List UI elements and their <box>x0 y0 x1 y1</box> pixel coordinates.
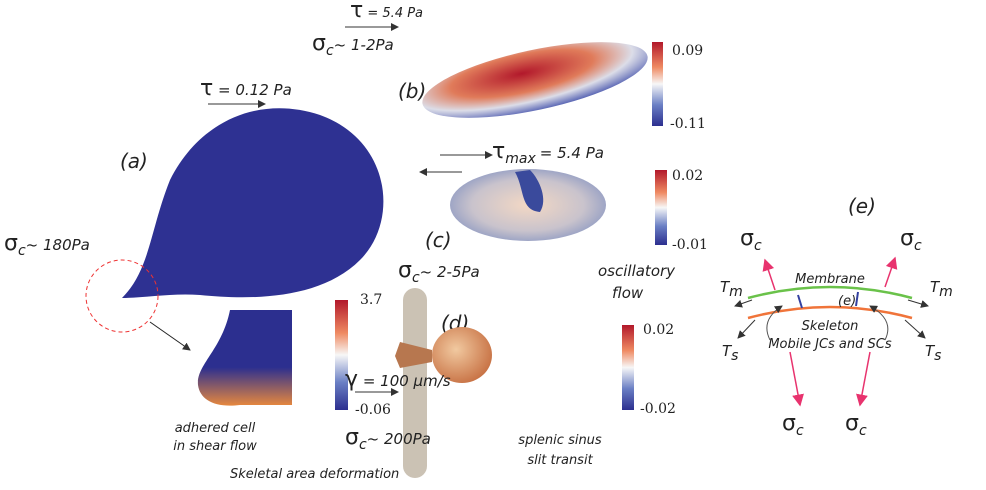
force-label: σc <box>782 411 804 439</box>
force-label: Ts <box>722 342 738 364</box>
caption: slit transit <box>527 453 593 468</box>
footer: Skeletal area deformation <box>230 467 399 482</box>
force-arrow <box>790 352 800 405</box>
stress-label: τ = 0.12 Pa <box>200 76 292 101</box>
junction <box>856 292 858 306</box>
force-arrow <box>908 300 928 306</box>
caption: adhered cell <box>175 421 256 436</box>
force-label: σc <box>740 226 762 254</box>
colorbar-max: 0.02 <box>672 168 703 184</box>
panel-label: (c) <box>425 228 452 252</box>
caption: splenic sinus <box>518 433 602 448</box>
caption: flow <box>612 284 644 302</box>
panel-label: (e) <box>848 194 876 218</box>
caption: oscillatory <box>598 262 676 280</box>
colorbar <box>655 170 667 245</box>
colorbar <box>652 42 663 126</box>
force-label: Tm <box>930 278 953 300</box>
colorbar-min: -0.06 <box>355 402 391 418</box>
zoom-arrow <box>150 322 190 350</box>
force-label: σc <box>900 226 922 254</box>
stress-label: γ = 100 μm/s <box>345 367 451 392</box>
membrane-line <box>748 287 912 298</box>
inner-label: (e) <box>838 294 856 309</box>
panel-label: (a) <box>120 149 148 173</box>
sigma-label: σc~ 1-2Pa <box>312 31 394 59</box>
figure: τ = 0.12 Pa (a) σc~ 180Pa 3.7 -0.06 adhe… <box>0 0 986 490</box>
skeleton-line <box>748 307 912 318</box>
force-arrow <box>905 320 925 338</box>
force-label: Tm <box>720 278 743 300</box>
sigma-label: σc~ 2-5Pa <box>398 258 480 286</box>
force-arrow <box>735 300 752 306</box>
force-arrow <box>885 258 895 287</box>
cell-b <box>416 27 653 134</box>
membrane-label: Membrane <box>795 272 865 287</box>
caption: in shear flow <box>173 439 257 454</box>
stress-label: τmax= 5.4 Pa <box>492 139 604 167</box>
colorbar-min: -0.11 <box>670 116 706 132</box>
colorbar-max: 3.7 <box>360 292 382 308</box>
adhered-cell <box>122 108 383 298</box>
junction <box>798 295 802 308</box>
colorbar-max: 0.09 <box>672 43 703 59</box>
colorbar-min: -0.02 <box>640 401 676 417</box>
skeleton-label: Skeleton <box>802 319 859 334</box>
force-arrow <box>738 320 755 338</box>
force-label: σc <box>845 411 867 439</box>
panel-label: (b) <box>398 79 426 103</box>
colorbar <box>335 300 348 410</box>
mobile-label: Mobile JCs and SCs <box>768 337 892 352</box>
force-label: Ts <box>925 342 941 364</box>
colorbar-min: -0.01 <box>672 237 708 253</box>
stress-label: τ = 5.4 Pa <box>350 0 423 23</box>
colorbar-max: 0.02 <box>643 322 674 338</box>
force-arrow <box>765 260 775 290</box>
zoom-tip <box>198 310 292 406</box>
colorbar <box>622 325 634 410</box>
force-arrow <box>860 352 870 405</box>
sigma-label: σc~ 180Pa <box>4 231 90 259</box>
